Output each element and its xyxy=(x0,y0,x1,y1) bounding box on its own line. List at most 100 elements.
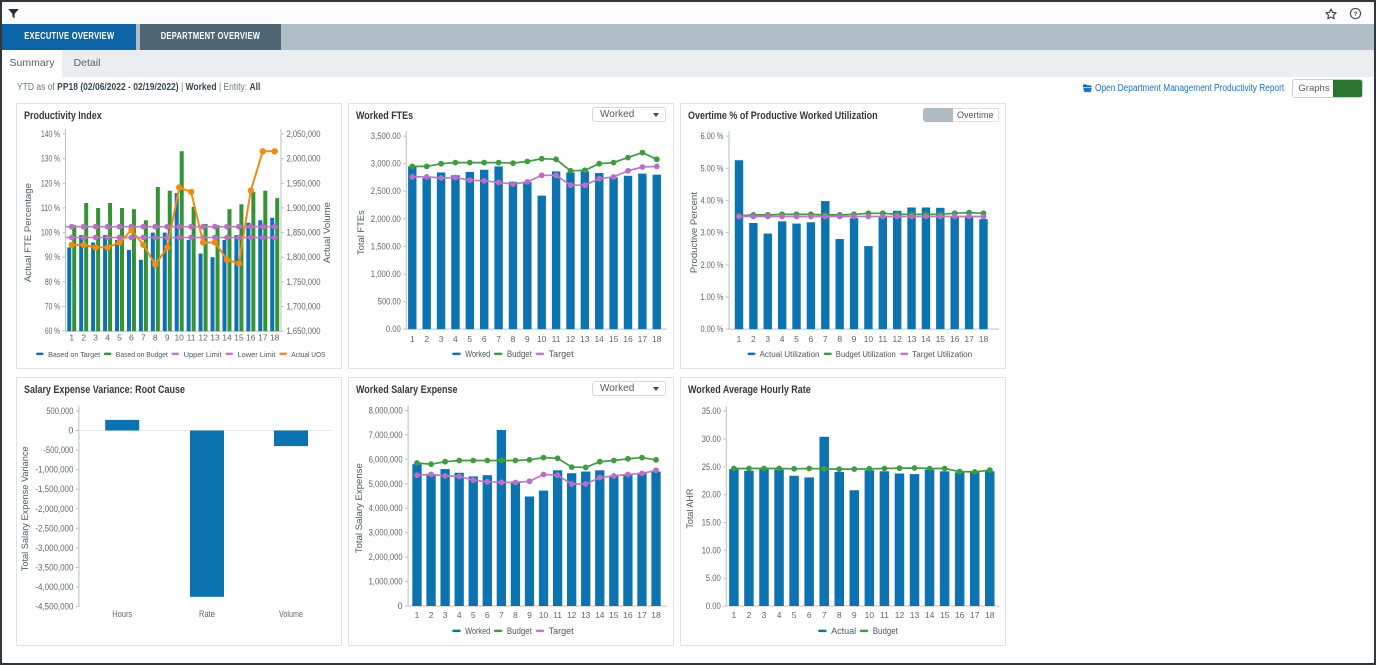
svg-text:Actual: Actual xyxy=(831,626,856,636)
svg-text:6: 6 xyxy=(129,333,134,343)
svg-text:4: 4 xyxy=(453,334,458,344)
svg-text:11: 11 xyxy=(880,610,889,620)
svg-text:18: 18 xyxy=(979,334,989,344)
svg-text:Upper Limit: Upper Limit xyxy=(184,350,223,359)
svg-text:5: 5 xyxy=(792,610,797,620)
svg-text:Budget: Budget xyxy=(507,626,532,636)
svg-text:1,000,000: 1,000,000 xyxy=(369,577,403,587)
svg-text:-3,000,000: -3,000,000 xyxy=(35,543,73,553)
svg-text:15: 15 xyxy=(609,334,619,344)
svg-text:25.00: 25.00 xyxy=(702,462,721,472)
svg-text:6: 6 xyxy=(482,334,487,344)
svg-text:12: 12 xyxy=(567,610,577,620)
svg-text:7: 7 xyxy=(496,334,501,344)
svg-text:3,000,000: 3,000,000 xyxy=(369,528,403,538)
svg-text:110 %: 110 % xyxy=(41,203,60,213)
svg-text:15: 15 xyxy=(609,610,619,620)
svg-text:9: 9 xyxy=(527,610,532,620)
svg-text:13: 13 xyxy=(581,610,591,620)
svg-text:5: 5 xyxy=(794,334,799,344)
svg-text:Budget: Budget xyxy=(873,626,898,636)
svg-text:16: 16 xyxy=(623,610,633,620)
svg-text:12: 12 xyxy=(198,333,208,343)
svg-text:16: 16 xyxy=(955,610,965,620)
svg-text:1: 1 xyxy=(69,333,74,343)
svg-text:2,000,000: 2,000,000 xyxy=(369,552,403,562)
svg-text:1,900,000: 1,900,000 xyxy=(287,203,321,213)
svg-text:16: 16 xyxy=(950,334,960,344)
svg-text:6.00 %: 6.00 % xyxy=(701,131,724,141)
svg-text:17: 17 xyxy=(638,334,648,344)
svg-text:Actual Volume: Actual Volume xyxy=(322,202,333,263)
svg-text:10: 10 xyxy=(174,333,184,343)
svg-text:18: 18 xyxy=(652,334,662,344)
svg-text:2,000.00: 2,000.00 xyxy=(371,214,401,224)
svg-text:1: 1 xyxy=(737,334,742,344)
svg-text:17: 17 xyxy=(964,334,974,344)
svg-text:Based on Target: Based on Target xyxy=(48,350,101,359)
svg-text:18: 18 xyxy=(651,610,661,620)
svg-text:1: 1 xyxy=(415,610,420,620)
svg-text:0.00: 0.00 xyxy=(386,324,401,334)
svg-text:Worked: Worked xyxy=(465,626,490,636)
svg-text:-3,500,000: -3,500,000 xyxy=(35,563,73,573)
svg-text:Based on Budget: Based on Budget xyxy=(116,350,169,359)
svg-text:11: 11 xyxy=(878,334,887,344)
svg-text:3: 3 xyxy=(93,333,98,343)
svg-text:1,000.00: 1,000.00 xyxy=(371,269,401,279)
svg-text:120 %: 120 % xyxy=(41,178,60,188)
svg-text:5: 5 xyxy=(467,334,472,344)
svg-text:30.00: 30.00 xyxy=(702,434,721,444)
svg-text:Target: Target xyxy=(549,626,574,636)
svg-text:5.00: 5.00 xyxy=(706,573,721,583)
svg-text:5.00 %: 5.00 % xyxy=(701,163,724,173)
svg-text:5,000,000: 5,000,000 xyxy=(369,479,403,489)
svg-text:Total FTEs: Total FTEs xyxy=(356,210,367,255)
svg-text:4,000,000: 4,000,000 xyxy=(369,503,403,513)
svg-text:4: 4 xyxy=(457,610,462,620)
svg-text:Worked: Worked xyxy=(465,349,490,359)
svg-text:15.00: 15.00 xyxy=(702,518,721,528)
svg-text:1.00 %: 1.00 % xyxy=(701,292,724,302)
svg-text:Rate: Rate xyxy=(199,609,215,619)
svg-text:80 %: 80 % xyxy=(45,277,60,287)
svg-text:0.00 %: 0.00 % xyxy=(701,324,724,334)
svg-text:Total Salary Expense Variance: Total Salary Expense Variance xyxy=(20,446,31,571)
svg-text:9: 9 xyxy=(852,334,857,344)
svg-text:1: 1 xyxy=(732,610,737,620)
svg-text:14: 14 xyxy=(595,610,605,620)
svg-text:0: 0 xyxy=(68,426,73,436)
svg-text:14: 14 xyxy=(925,610,935,620)
svg-text:15: 15 xyxy=(940,610,950,620)
svg-text:Productive Percent: Productive Percent xyxy=(689,192,700,273)
svg-text:1,950,000: 1,950,000 xyxy=(287,178,321,188)
svg-text:3: 3 xyxy=(765,334,770,344)
svg-text:20.00: 20.00 xyxy=(702,490,721,500)
svg-text:10: 10 xyxy=(539,610,549,620)
svg-text:5: 5 xyxy=(471,610,476,620)
svg-text:-1,500,000: -1,500,000 xyxy=(35,484,73,494)
svg-text:3,500.00: 3,500.00 xyxy=(371,131,401,141)
svg-text:Target Utilization: Target Utilization xyxy=(912,350,972,359)
svg-text:14: 14 xyxy=(222,333,232,343)
svg-text:3: 3 xyxy=(439,334,444,344)
svg-text:8: 8 xyxy=(511,334,516,344)
svg-text:6: 6 xyxy=(807,610,812,620)
svg-text:5: 5 xyxy=(117,333,122,343)
svg-text:1,750,000: 1,750,000 xyxy=(287,277,321,287)
svg-text:4: 4 xyxy=(780,334,785,344)
svg-text:16: 16 xyxy=(246,333,256,343)
svg-text:4.00 %: 4.00 % xyxy=(701,195,724,205)
svg-text:17: 17 xyxy=(258,333,268,343)
svg-text:9: 9 xyxy=(852,610,857,620)
svg-text:Total Salary Expense: Total Salary Expense xyxy=(354,463,365,553)
svg-text:11: 11 xyxy=(187,333,196,343)
svg-text:Actual Utilization: Actual Utilization xyxy=(760,350,820,359)
svg-text:10: 10 xyxy=(865,610,875,620)
svg-text:1,850,000: 1,850,000 xyxy=(287,228,321,238)
svg-text:90 %: 90 % xyxy=(45,252,60,262)
svg-text:2.00 %: 2.00 % xyxy=(701,260,724,270)
svg-text:60 %: 60 % xyxy=(45,326,60,336)
svg-text:2,500.00: 2,500.00 xyxy=(371,186,401,196)
svg-text:Actual UOS: Actual UOS xyxy=(291,350,325,359)
